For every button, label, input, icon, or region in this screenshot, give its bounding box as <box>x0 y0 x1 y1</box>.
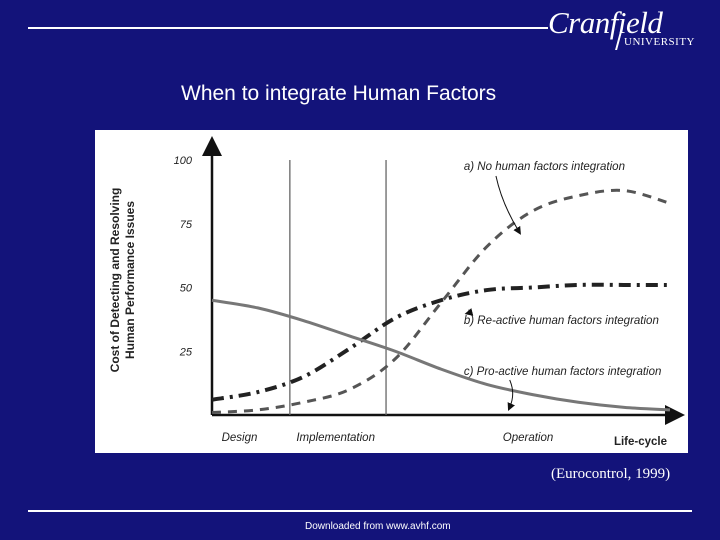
y-axis-label: Human Performance Issues <box>123 201 137 359</box>
citation: (Eurocontrol, 1999) <box>551 466 671 482</box>
header-rule <box>28 27 548 29</box>
chart-panel: 25 50 75 100 Cost of Detecting and Resolving… <box>95 130 688 453</box>
y-tick-label: 50 <box>180 283 193 295</box>
x-axis-label: Life-cycle <box>614 436 667 448</box>
y-tick-label: 100 <box>174 155 193 167</box>
y-tick-label: 75 <box>180 219 193 231</box>
series-label: c) Pro-active human factors integration <box>464 366 662 378</box>
series-label-arrow <box>464 308 474 316</box>
y-axis-label: Cost of Detecting and Resolving <box>108 188 122 373</box>
brand-logo: Cranfield <box>548 5 663 40</box>
slide-title: When to integrate Human Factors <box>181 82 497 105</box>
series-b-line <box>211 282 670 402</box>
chart: 25 50 75 100 Cost of Detecting and Resolving… <box>108 136 685 448</box>
phase-label: Design <box>222 432 258 444</box>
series-label-arrow <box>495 175 521 235</box>
series-c-line <box>211 298 671 412</box>
y-tick-label: 25 <box>179 346 193 358</box>
series-a-line <box>211 188 671 414</box>
footer-text: Downloaded from www.avhf.com <box>305 521 451 532</box>
footer-rule <box>28 510 692 512</box>
series-label: b) Re-active human factors integration <box>464 315 659 327</box>
series-label: a) No human factors integration <box>464 161 625 173</box>
phase-label: Operation <box>503 432 554 444</box>
brand-subtitle: UNIVERSITY <box>624 36 695 48</box>
series-label-arrow <box>507 379 515 412</box>
phase-label: Implementation <box>296 432 375 444</box>
